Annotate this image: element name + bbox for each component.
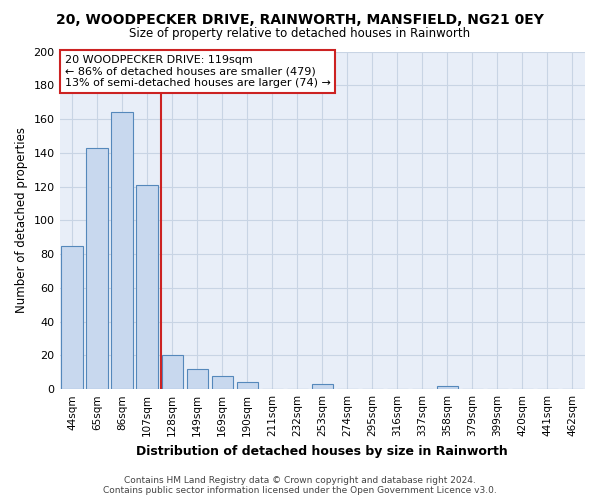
Text: Contains HM Land Registry data © Crown copyright and database right 2024.
Contai: Contains HM Land Registry data © Crown c…: [103, 476, 497, 495]
Bar: [212, 376, 233, 389]
Bar: [311, 384, 333, 389]
Bar: [112, 112, 133, 389]
Bar: [61, 246, 83, 389]
Text: 20 WOODPECKER DRIVE: 119sqm
← 86% of detached houses are smaller (479)
13% of se: 20 WOODPECKER DRIVE: 119sqm ← 86% of det…: [65, 55, 331, 88]
Bar: [161, 356, 183, 389]
Bar: [86, 148, 108, 389]
X-axis label: Distribution of detached houses by size in Rainworth: Distribution of detached houses by size …: [136, 444, 508, 458]
Bar: [437, 386, 458, 389]
Bar: [236, 382, 258, 389]
Bar: [136, 185, 158, 389]
Text: 20, WOODPECKER DRIVE, RAINWORTH, MANSFIELD, NG21 0EY: 20, WOODPECKER DRIVE, RAINWORTH, MANSFIE…: [56, 12, 544, 26]
Bar: [187, 369, 208, 389]
Text: Size of property relative to detached houses in Rainworth: Size of property relative to detached ho…: [130, 28, 470, 40]
Y-axis label: Number of detached properties: Number of detached properties: [15, 128, 28, 314]
